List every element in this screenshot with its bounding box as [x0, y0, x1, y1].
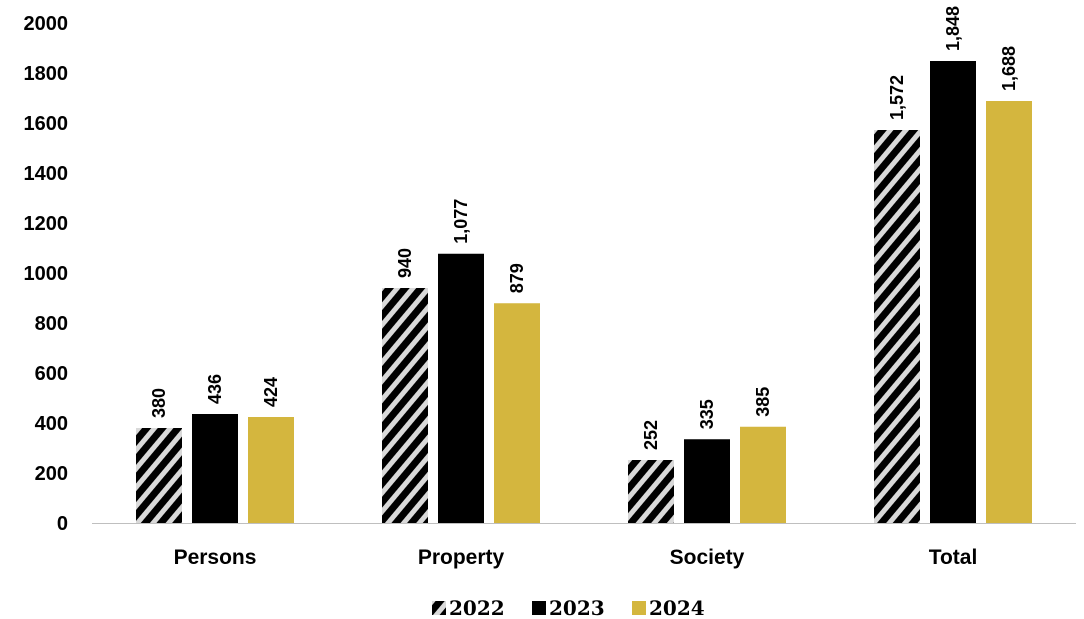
y-tick-label: 600 [35, 363, 68, 385]
x-category-label: Persons [174, 546, 257, 569]
bar-2024-persons [248, 417, 294, 523]
bar-2022-property [382, 288, 428, 523]
y-tick-label: 1400 [24, 163, 69, 185]
data-label: 1,688 [999, 46, 1019, 91]
legend-swatch-2023 [532, 601, 546, 615]
y-tick-label: 1800 [24, 63, 69, 85]
data-label: 879 [507, 263, 527, 293]
bar-2024-society [740, 426, 786, 523]
data-label: 436 [205, 374, 225, 404]
bar-2022-society [628, 460, 674, 523]
data-label: 1,077 [451, 199, 471, 244]
bar-2023-property [438, 253, 484, 523]
bar-2023-persons [192, 414, 238, 523]
y-tick-label: 2000 [24, 13, 69, 35]
y-tick-label: 1600 [24, 113, 69, 135]
legend: 2022 2023 2024 [432, 596, 705, 619]
x-category-label: Total [929, 546, 978, 569]
legend-swatch-2024 [632, 601, 646, 615]
data-label: 335 [697, 399, 717, 429]
bar-2024-property [494, 303, 540, 523]
legend-label-2022: 2022 [449, 596, 505, 619]
y-tick-label: 400 [35, 413, 68, 435]
bar-2024-total [986, 101, 1032, 523]
bar-2022-total [874, 130, 920, 523]
x-axis: Persons Property Society Total [174, 546, 978, 569]
bar-2023-society [684, 439, 730, 523]
y-tick-label: 800 [35, 313, 68, 335]
legend-swatch-2022 [432, 601, 446, 615]
y-tick-label: 0 [57, 513, 68, 535]
x-category-label: Society [670, 546, 745, 569]
bar-2022-persons [136, 428, 182, 523]
data-label: 424 [261, 377, 281, 407]
data-label: 380 [149, 388, 169, 418]
y-tick-label: 1200 [24, 213, 69, 235]
data-label: 385 [753, 387, 773, 417]
legend-label-2023: 2023 [549, 596, 605, 619]
legend-label-2024: 2024 [649, 596, 705, 619]
data-labels: 380 436 424 940 1,077 879 252 335 385 1,572 1,848 1… [149, 6, 1019, 450]
y-tick-label: 1000 [24, 263, 69, 285]
bars [136, 61, 1032, 523]
x-category-label: Property [418, 546, 505, 569]
y-axis: 0 200 400 600 800 1000 1200 1400 1600 1800 2000 [24, 13, 69, 535]
data-label: 940 [395, 248, 415, 278]
bar-2023-total [930, 61, 976, 523]
y-tick-label: 200 [35, 463, 68, 485]
data-label: 1,572 [887, 75, 907, 120]
data-label: 252 [641, 420, 661, 450]
data-label: 1,848 [943, 6, 963, 51]
